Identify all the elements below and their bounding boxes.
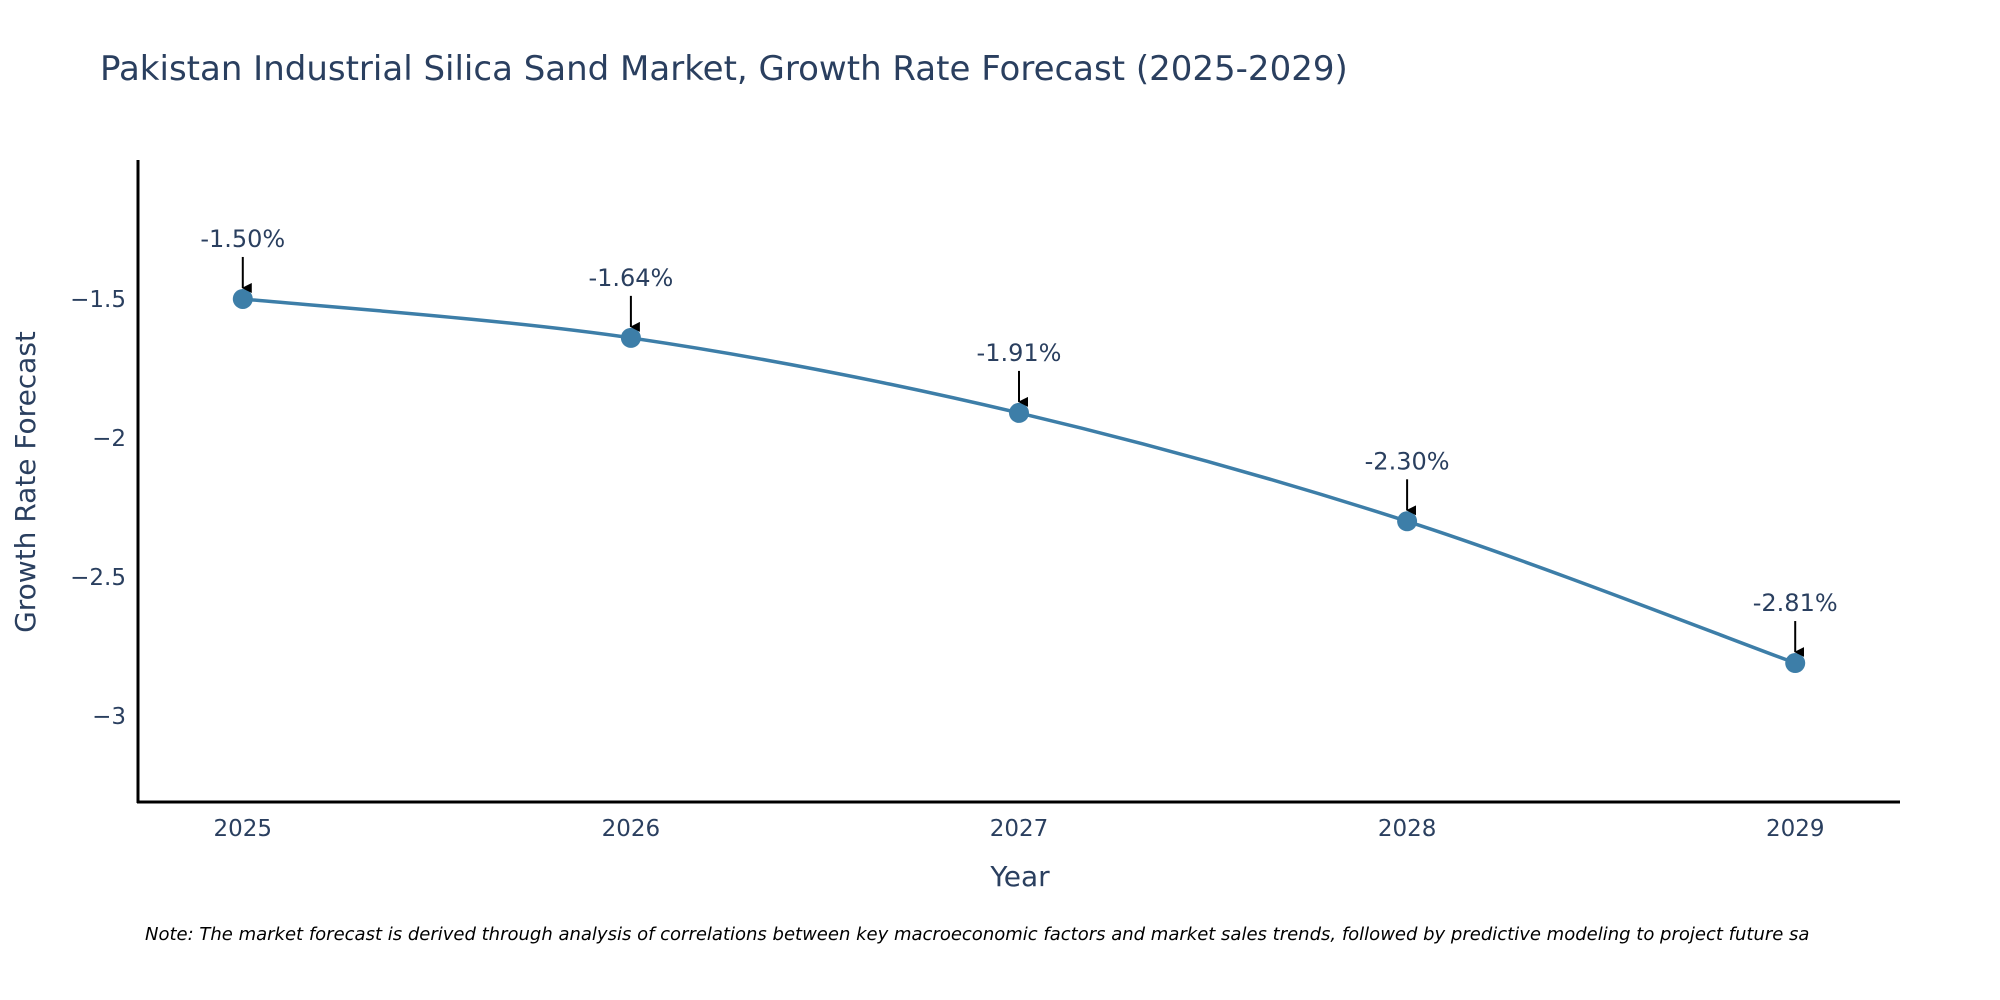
- data-point[interactable]: [1397, 511, 1418, 532]
- axes: [136, 160, 1900, 804]
- chart-title: Pakistan Industrial Silica Sand Market, …: [100, 49, 1348, 89]
- x-tick-label: 2029: [1766, 816, 1825, 842]
- y-tick-label: −1.5: [70, 287, 126, 313]
- data-label: -2.30%: [1365, 447, 1450, 475]
- data-label: -2.81%: [1753, 589, 1838, 617]
- y-tick-labels: −1.5 −2 −2.5 −3: [70, 287, 126, 730]
- data-point[interactable]: [1785, 653, 1806, 674]
- x-axis-title: Year: [989, 860, 1050, 893]
- series-growth-rate: [232, 288, 1806, 674]
- data-point[interactable]: [1009, 402, 1029, 423]
- data-label: -1.50%: [200, 225, 285, 253]
- data-annotations: -1.50% -1.64% -1.91% -2.30% -2.81%: [200, 225, 1838, 658]
- y-axis-title: Growth Rate Forecast: [9, 331, 42, 633]
- x-tick-label: 2025: [214, 816, 273, 842]
- x-tick-label: 2027: [990, 816, 1049, 842]
- y-tick-label: −2: [92, 426, 126, 452]
- data-point[interactable]: [620, 327, 641, 348]
- data-label: -1.91%: [977, 339, 1062, 367]
- y-tick-label: −2.5: [70, 565, 126, 591]
- footnote: Note: The market forecast is derived thr…: [145, 924, 1809, 945]
- y-tick-label: −3: [92, 704, 126, 730]
- x-tick-labels: 2025 2026 2027 2028 2029: [214, 816, 1825, 842]
- x-tick-label: 2028: [1378, 816, 1437, 842]
- x-tick-label: 2026: [602, 816, 661, 842]
- data-label: -1.64%: [588, 264, 673, 292]
- data-point[interactable]: [232, 288, 253, 309]
